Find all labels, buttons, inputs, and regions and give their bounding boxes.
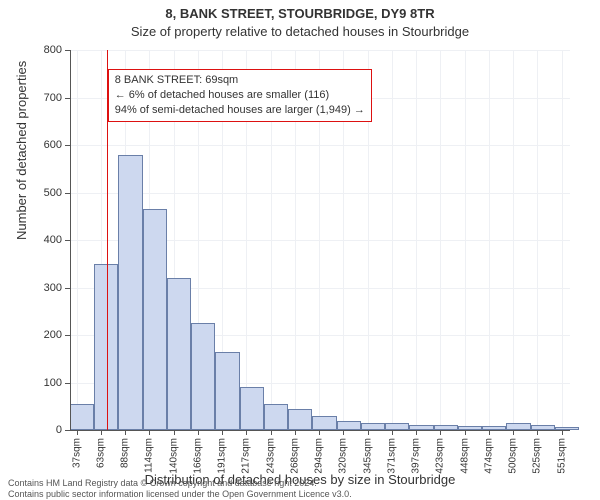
annotation-line: ← 6% of detached houses are smaller (116… <box>115 88 365 103</box>
histogram-bar <box>240 387 264 430</box>
y-tick-label: 0 <box>22 424 62 436</box>
x-tick-label: 474sqm <box>483 438 494 474</box>
histogram-bar <box>118 155 142 431</box>
histogram-bar <box>337 421 361 431</box>
histogram-bar <box>385 423 409 430</box>
footer-line-2: Contains public sector information licen… <box>8 489 352 500</box>
annotation-box: 8 BANK STREET: 69sqm← 6% of detached hou… <box>108 69 372 122</box>
footer-attribution: Contains HM Land Registry data © Crown c… <box>8 478 352 500</box>
y-tick-label: 100 <box>22 377 62 389</box>
x-tick-label: 320sqm <box>338 438 349 474</box>
x-tick-label: 294sqm <box>314 438 325 474</box>
x-tick-label: 37sqm <box>71 438 82 468</box>
histogram-bar <box>506 423 530 430</box>
x-tick-label: 551sqm <box>556 438 567 474</box>
x-tick-label: 243sqm <box>265 438 276 474</box>
x-tick-label: 191sqm <box>217 438 228 474</box>
histogram-bar <box>264 404 288 430</box>
x-tick-label: 166sqm <box>192 438 203 474</box>
histogram-bar <box>191 323 215 430</box>
annotation-line: 8 BANK STREET: 69sqm <box>115 73 365 88</box>
property-size-chart: 8, BANK STREET, STOURBRIDGE, DY9 8TR Siz… <box>0 0 600 500</box>
footer-line-1: Contains HM Land Registry data © Crown c… <box>8 478 352 489</box>
histogram-bar <box>361 423 385 430</box>
plot-area: 010020030040050060070080037sqm63sqm88sqm… <box>70 50 570 430</box>
x-tick-label: 500sqm <box>508 438 519 474</box>
histogram-bar <box>70 404 94 430</box>
y-tick-label: 200 <box>22 329 62 341</box>
x-tick-label: 525sqm <box>532 438 543 474</box>
histogram-bar <box>143 209 167 430</box>
x-tick-label: 397sqm <box>411 438 422 474</box>
x-tick-label: 140sqm <box>168 438 179 474</box>
x-tick-label: 423sqm <box>435 438 446 474</box>
histogram-bar <box>312 416 336 430</box>
x-tick-label: 217sqm <box>241 438 252 474</box>
histogram-bar <box>215 352 239 430</box>
y-axis-label: Number of detached properties <box>14 61 29 240</box>
histogram-bar <box>288 409 312 430</box>
chart-title: 8, BANK STREET, STOURBRIDGE, DY9 8TR <box>0 6 600 21</box>
x-tick-label: 448sqm <box>459 438 470 474</box>
y-tick-label: 800 <box>22 44 62 56</box>
histogram-bar <box>167 278 191 430</box>
x-tick-label: 63sqm <box>95 438 106 468</box>
x-tick-label: 114sqm <box>144 438 155 473</box>
x-tick-label: 345sqm <box>362 438 373 474</box>
y-tick-label: 300 <box>22 282 62 294</box>
x-tick-label: 268sqm <box>289 438 300 474</box>
x-tick-label: 88sqm <box>120 438 131 468</box>
chart-subtitle: Size of property relative to detached ho… <box>0 24 600 39</box>
annotation-line: 94% of semi-detached houses are larger (… <box>115 103 365 118</box>
x-tick-label: 371sqm <box>386 438 397 474</box>
